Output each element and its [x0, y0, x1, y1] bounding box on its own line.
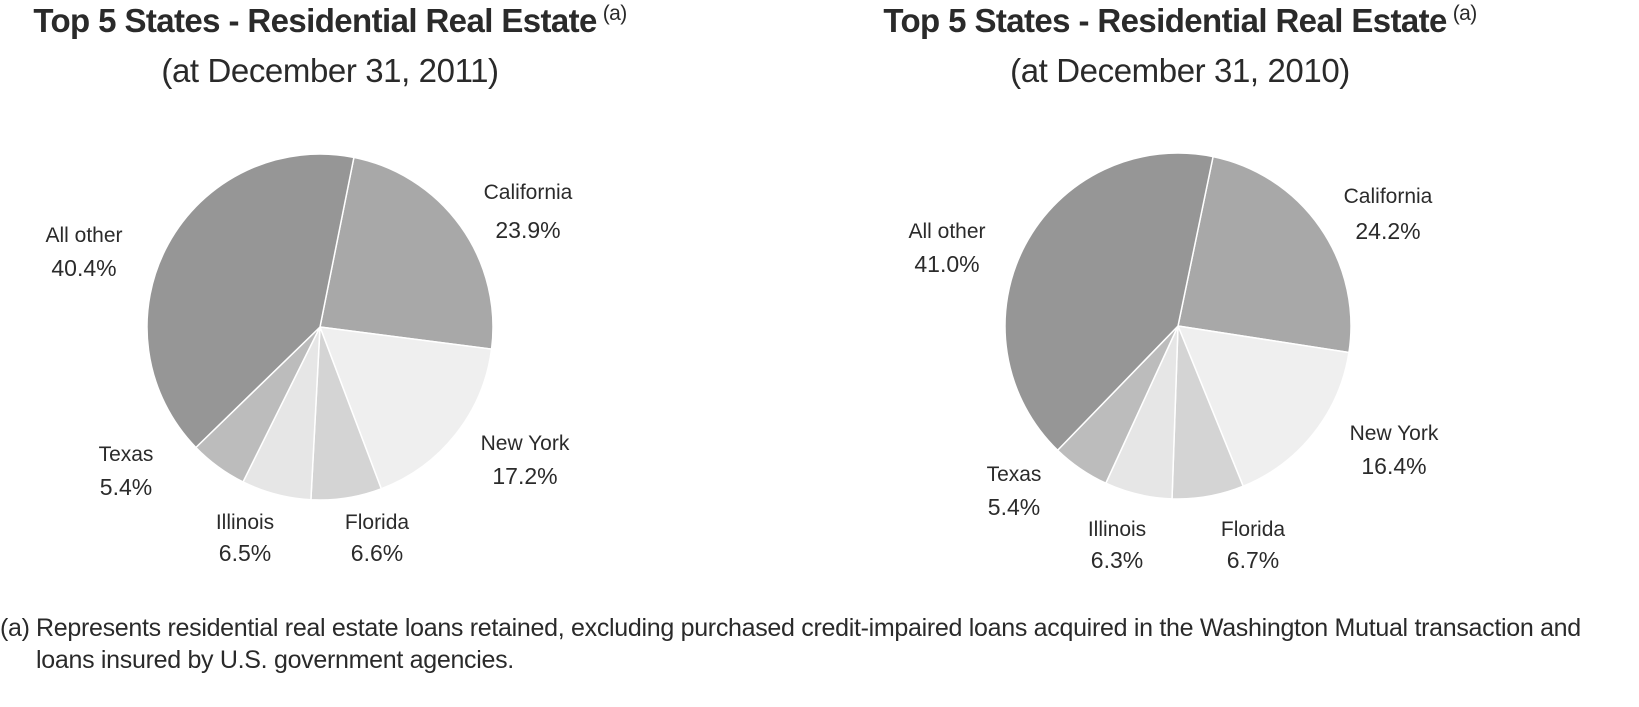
footnote: (a) Represents residential real estate l…	[0, 612, 1639, 676]
slice-value-label: 6.5%	[219, 540, 271, 566]
slice-name-label: Texas	[99, 443, 154, 466]
pie-slice-california	[1177, 155, 1352, 354]
pie-slice-all-other	[146, 153, 355, 449]
slice-value-label: 5.4%	[100, 474, 152, 500]
chart-subtitle: (at December 31, 2011)	[161, 52, 499, 89]
pie-slice-california	[319, 156, 494, 350]
pie-slices	[1004, 152, 1352, 500]
slice-value-label: 24.2%	[1355, 218, 1420, 244]
pie-slice-new-york	[318, 326, 493, 490]
slice-name-label: California	[1344, 185, 1433, 208]
pie-chart-2010: Top 5 States - Residential Real Estate (a…	[840, 0, 1639, 620]
title-footnote-marker: (a)	[1452, 2, 1477, 26]
pie-chart-svg: California 23.9% New York 17.2% Florida 6.6% I…	[45, 153, 573, 566]
slice-label-california: California 24.2%	[1344, 185, 1433, 244]
pie-chart-svg: California 24.2% New York 16.4% Florida 6.7% I…	[908, 152, 1439, 573]
slice-value-label: 23.9%	[495, 217, 560, 243]
slice-value-label: 6.3%	[1091, 547, 1143, 573]
slice-label-all-other: All other 40.4%	[45, 224, 122, 281]
slice-name-label: Illinois	[216, 511, 274, 534]
slice-name-label: New York	[481, 432, 570, 455]
slice-label-new-york: New York 16.4%	[1350, 422, 1439, 479]
pie-chart-2011: Top 5 States - Residential Real Estate (a…	[0, 0, 800, 620]
slice-value-label: 5.4%	[988, 494, 1040, 520]
slice-label-texas: Texas 5.4%	[987, 463, 1042, 520]
title-footnote-marker: (a)	[602, 2, 627, 26]
slice-label-florida: Florida 6.6%	[345, 511, 410, 566]
slice-label-new-york: New York 17.2%	[481, 432, 570, 489]
slice-label-all-other: All other 41.0%	[908, 220, 985, 277]
chart-subtitle: (at December 31, 2010)	[1010, 52, 1350, 89]
footnote-marker: (a)	[0, 614, 30, 642]
slice-value-label: 6.6%	[351, 540, 403, 566]
chart-title: Top 5 States - Residential Real Estate (a…	[883, 2, 1477, 39]
slice-name-label: New York	[1350, 422, 1439, 445]
slice-name-label: Florida	[1221, 518, 1286, 541]
chart-title: Top 5 States - Residential Real Estate (a…	[33, 2, 627, 39]
slice-name-label: Illinois	[1088, 518, 1146, 541]
slice-name-label: All other	[45, 224, 122, 247]
slice-label-florida: Florida 6.7%	[1221, 518, 1286, 573]
slice-name-label: Florida	[345, 511, 410, 534]
slice-value-label: 40.4%	[51, 255, 116, 281]
slice-value-label: 17.2%	[492, 463, 557, 489]
slice-value-label: 16.4%	[1361, 453, 1426, 479]
slice-value-label: 41.0%	[914, 251, 979, 277]
footnote-text: Represents residential real estate loans…	[36, 614, 1581, 674]
pie-slices	[146, 153, 494, 501]
pie-slice-new-york	[1176, 325, 1350, 488]
pie-slice-all-other	[1004, 152, 1214, 452]
slice-label-texas: Texas 5.4%	[99, 443, 154, 500]
slice-label-illinois: Illinois 6.5%	[216, 511, 274, 566]
slice-name-label: All other	[908, 220, 985, 243]
slice-value-label: 6.7%	[1227, 547, 1279, 573]
slice-label-illinois: Illinois 6.3%	[1088, 518, 1146, 573]
slice-name-label: Texas	[987, 463, 1042, 486]
slice-label-california: California 23.9%	[484, 181, 573, 243]
slice-name-label: California	[484, 181, 573, 204]
